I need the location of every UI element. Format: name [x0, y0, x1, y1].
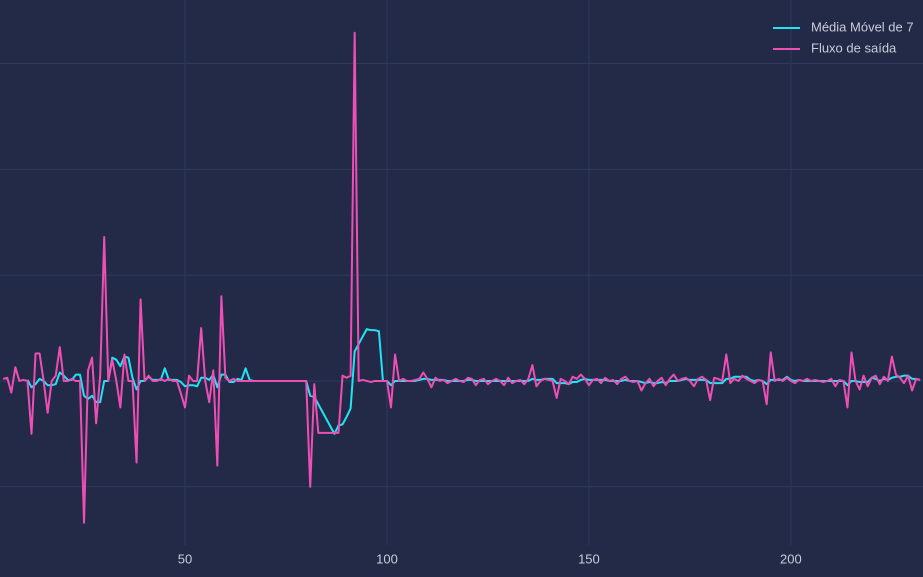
x-tick-label: 200: [780, 551, 802, 566]
legend-label: Fluxo de saída: [811, 40, 897, 55]
line-series: [2, 31, 921, 524]
x-tick-label: 150: [578, 551, 600, 566]
legend-label: Média Móvel de 7: [811, 19, 914, 34]
x-tick-label: 100: [376, 551, 398, 566]
x-tick-label: 50: [178, 551, 192, 566]
